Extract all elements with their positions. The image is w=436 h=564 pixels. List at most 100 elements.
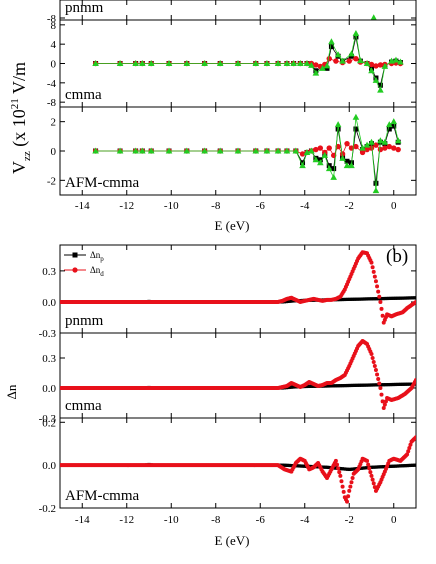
point-dnp [402, 464, 406, 468]
point-green [359, 144, 366, 151]
point-dnp [296, 464, 300, 468]
point-dnd [414, 299, 416, 304]
point-dnp [363, 297, 367, 301]
point-dnp [280, 463, 285, 467]
point-green [139, 147, 146, 154]
chart-a-ylabel-sub: zz [21, 151, 33, 161]
chart-b-panel-2: 0.3 0.0 -0.3 cmma [39, 332, 417, 425]
point-green [297, 60, 304, 66]
point-dnp [390, 464, 394, 468]
point-green [334, 121, 342, 128]
point-green [274, 60, 282, 66]
point-dnd [372, 274, 377, 279]
point-dnp [325, 384, 329, 388]
y-tick-label: -4 [47, 78, 57, 90]
point-dnp [361, 466, 365, 470]
point-dnd [340, 484, 345, 489]
point-red [373, 63, 379, 69]
point-green [319, 64, 326, 71]
point-red [317, 145, 324, 151]
point-dnp [321, 465, 326, 469]
point-dnp [289, 463, 293, 468]
point-green [263, 147, 271, 154]
point-dnp [387, 383, 391, 387]
point-dnp [359, 466, 363, 470]
x-tick-label: -10 [164, 514, 179, 526]
point-dnp [388, 382, 392, 387]
chart-a-ylabel-v: V [9, 161, 29, 174]
point-dnp [364, 466, 368, 470]
y-tick-label: -2 [47, 175, 56, 187]
y-tick-label: 0.3 [42, 266, 56, 278]
point-dnp [323, 384, 327, 388]
point-dnp [364, 383, 368, 387]
point-dnd [347, 488, 352, 493]
point-red [326, 145, 332, 151]
point-dnp [337, 384, 341, 388]
point-red [364, 146, 370, 153]
y-tick-label: 2 [51, 117, 57, 129]
point-dnd [337, 470, 342, 475]
point-dnp [330, 384, 334, 388]
point-dnp [286, 463, 290, 467]
point-dnd [341, 489, 346, 494]
point-red [333, 58, 339, 64]
point-dnd [414, 435, 416, 440]
point-dnp [328, 384, 333, 388]
point-green [368, 138, 375, 145]
point-green [147, 60, 155, 66]
point-dnp [392, 296, 396, 300]
point-dnp [412, 296, 416, 300]
point-green [234, 60, 242, 66]
point-green [92, 147, 99, 154]
point-dnd [407, 446, 412, 450]
point-dnp [288, 385, 292, 389]
x-tick-label: 0 [391, 200, 397, 212]
point-green [352, 113, 360, 120]
point-dnp [333, 466, 338, 470]
point-green [234, 147, 242, 154]
point-dnp [409, 463, 413, 467]
point-dnp [352, 297, 356, 301]
point-red [373, 142, 379, 148]
point-black [344, 158, 350, 164]
point-dnp [380, 383, 384, 387]
point-red [368, 145, 375, 151]
point-dnp [375, 465, 379, 469]
point-dnp [407, 382, 411, 386]
point-dnp [381, 383, 386, 387]
point-green [370, 14, 377, 20]
chart-a-panel-3: -2 0 2 AFM-cmma [47, 106, 417, 196]
point-dnp [363, 383, 367, 387]
chart-b-panel-1: 0.3 0.0 -0.3 pnmm [39, 244, 417, 340]
point-dnp [388, 296, 392, 300]
chart-a-panel-2: -8 -4 0 4 8 cmma [47, 19, 417, 109]
y-tick-label: 0 [51, 146, 57, 158]
point-dnp [397, 464, 401, 468]
point-green [392, 56, 400, 63]
point-dnp [352, 467, 356, 471]
point-dnp [405, 382, 410, 386]
point-dnp [404, 296, 408, 300]
y-tick-label: 0 [51, 59, 57, 71]
point-green [372, 76, 380, 83]
point-green [147, 147, 155, 154]
point-dnp [306, 384, 310, 389]
point-dnp [352, 383, 356, 387]
legend-marker [72, 267, 78, 273]
point-black [386, 126, 392, 132]
point-dnp [395, 296, 399, 300]
point-red [326, 55, 332, 62]
point-dnp [342, 297, 346, 302]
point-dnp [392, 382, 396, 387]
point-dnd [378, 386, 383, 390]
point-dnp [339, 384, 343, 388]
point-dnp [405, 463, 410, 468]
panel-label-afm-cmma: AFM-cmma [65, 488, 140, 504]
point-dnp [378, 297, 382, 301]
point-green [165, 147, 173, 154]
point-green [330, 173, 337, 180]
point-dnd [375, 372, 380, 377]
point-dnd [372, 364, 377, 368]
point-red [344, 140, 350, 147]
